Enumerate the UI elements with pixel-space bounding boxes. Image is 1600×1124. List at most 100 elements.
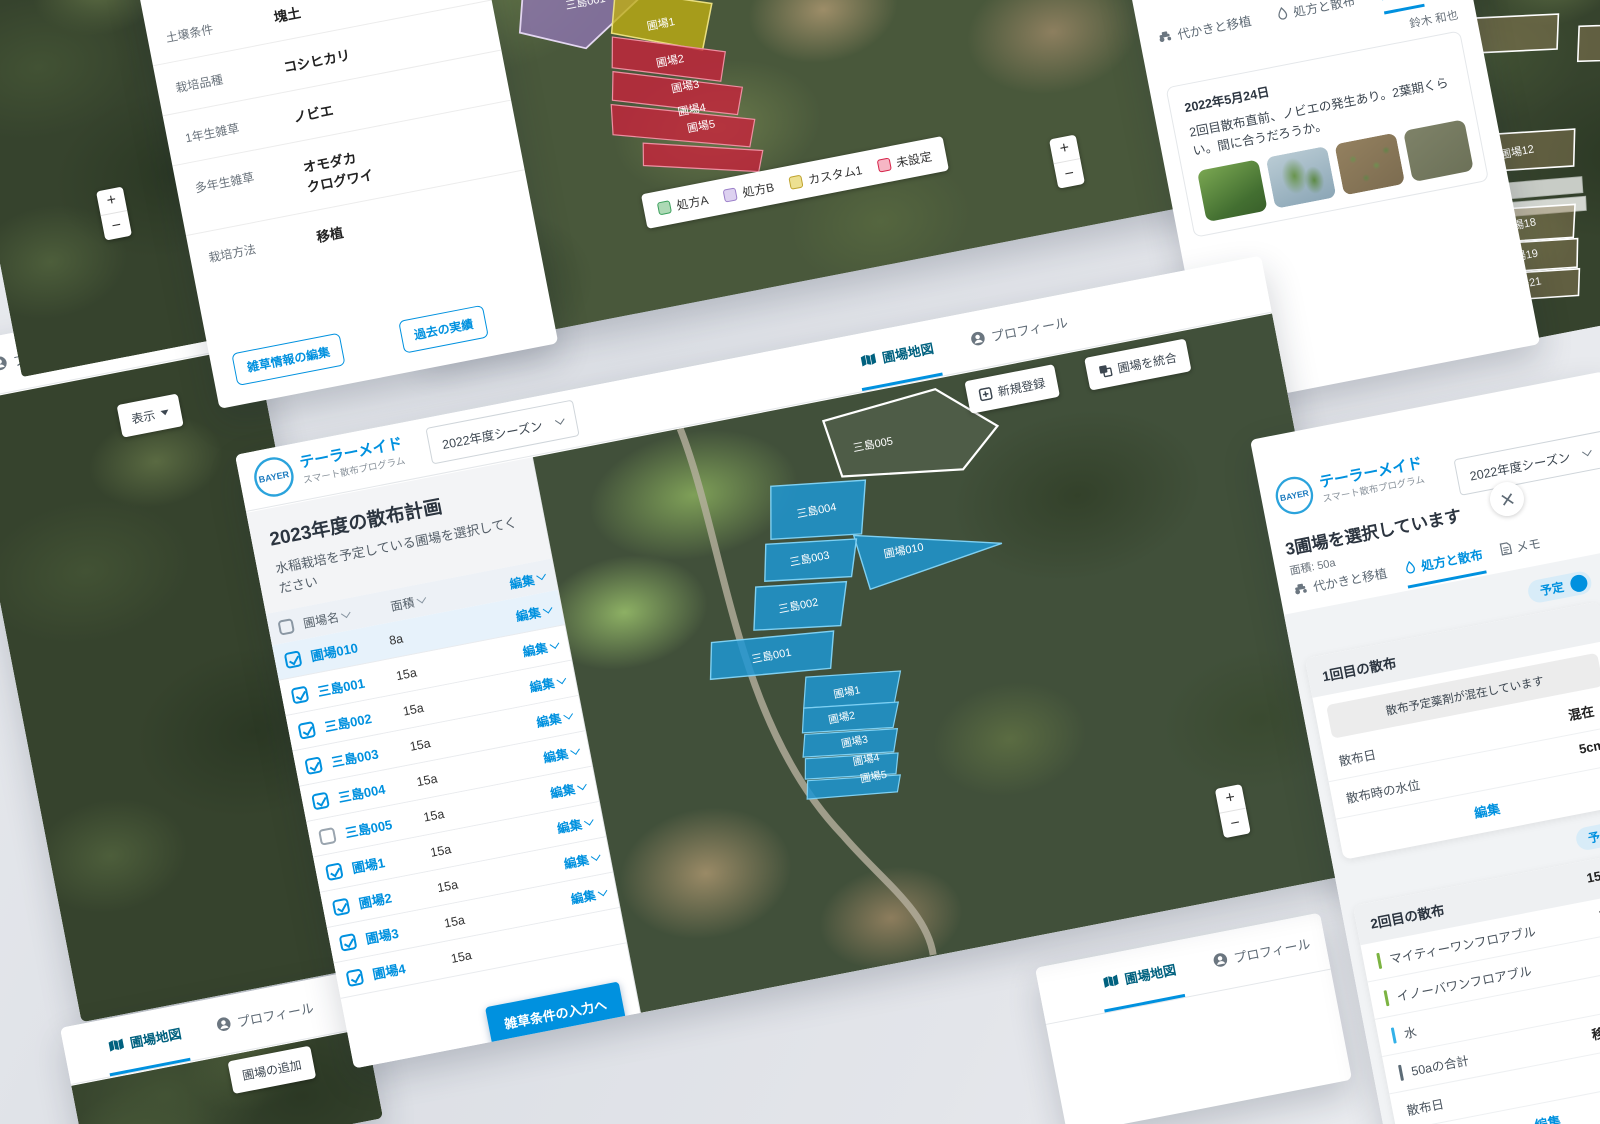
- field-area: 15a: [401, 700, 425, 719]
- legend-label: 処方A: [675, 192, 710, 213]
- map-field-mishima002[interactable]: [746, 570, 854, 642]
- sort-chevron-icon: [416, 593, 427, 604]
- zoom-out-button[interactable]: −: [1228, 813, 1242, 833]
- row-checkbox[interactable]: [311, 791, 330, 811]
- form-label: 多年生雑草: [193, 170, 256, 196]
- row-checkbox[interactable]: [338, 932, 358, 952]
- planned-toggle[interactable]: 予定: [1574, 817, 1600, 852]
- bulk-edit-dropdown[interactable]: 編集: [508, 567, 547, 593]
- map-field-hojo3[interactable]: [799, 717, 902, 769]
- add-field-button[interactable]: 圃場の追加: [227, 1045, 317, 1095]
- past-results-button[interactable]: 過去の実績: [398, 304, 489, 354]
- map-zoom-control: + −: [96, 186, 133, 241]
- photo-thumbnail[interactable]: [1402, 118, 1474, 182]
- map-field-hojo2[interactable]: [798, 690, 903, 744]
- new-field-register-button[interactable]: 新規登録: [964, 364, 1061, 414]
- map-field-hojo2[interactable]: [607, 16, 731, 101]
- tab-field-map[interactable]: 圃場地図: [851, 319, 943, 392]
- weed-info-edit-button[interactable]: 雑草情報の編集: [231, 332, 346, 387]
- tab-profile[interactable]: プロフィール: [1204, 915, 1320, 991]
- tab-plowing-transplant[interactable]: 代かきと移植: [1292, 563, 1391, 611]
- map-field-hojo4[interactable]: [802, 741, 902, 791]
- row-checkbox[interactable]: [304, 756, 324, 775]
- weed-conditions-submit-button[interactable]: 雑草条件の入力へ: [485, 981, 626, 1046]
- close-button[interactable]: [1487, 479, 1527, 519]
- field-label: 圃場1: [646, 15, 676, 33]
- total-label: 50aの合計: [1410, 1053, 1471, 1079]
- row-edit-dropdown[interactable]: 編集: [521, 635, 560, 661]
- form-value: ノビエ: [292, 102, 335, 126]
- row-edit-dropdown[interactable]: 編集: [562, 847, 601, 873]
- tab-memo[interactable]: メモ: [1498, 533, 1544, 570]
- photo-thumbnail[interactable]: [1334, 132, 1406, 195]
- column-area[interactable]: 面積: [389, 591, 427, 614]
- map-field-mishima001[interactable]: [704, 619, 841, 691]
- season-select[interactable]: 2022年度シーズン: [1453, 425, 1600, 496]
- row-checkbox[interactable]: [283, 650, 303, 669]
- form-value: 塊土: [272, 5, 302, 26]
- tab-label: 代かきと移植: [1176, 14, 1253, 43]
- tab-field-map[interactable]: 圃場地図: [99, 1004, 191, 1077]
- row-edit-dropdown[interactable]: 編集: [569, 883, 608, 909]
- row-edit-dropdown[interactable]: 編集: [528, 671, 567, 697]
- map-field-mishima004[interactable]: [761, 468, 875, 551]
- zoom-out-button[interactable]: −: [1063, 164, 1076, 183]
- photo-thumbnail[interactable]: [1196, 158, 1268, 222]
- map-field-mishima005[interactable]: [821, 379, 1004, 494]
- tab-profile[interactable]: プロフィール: [207, 979, 323, 1055]
- row-checkbox[interactable]: [345, 968, 365, 987]
- profile-icon: [971, 331, 985, 345]
- tab-field-map[interactable]: 圃場地図: [1093, 940, 1186, 1013]
- tab-memo[interactable]: メモ: [1378, 0, 1425, 15]
- map-field-mishima003[interactable]: [758, 527, 863, 593]
- prescription-fields-overlay: 三島001 圃場1 圃場2 圃場3 圃場4 圃場5: [518, 0, 764, 173]
- display-dropdown-button[interactable]: 表示: [116, 393, 184, 438]
- map-field-partial[interactable]: [1571, 9, 1600, 77]
- merge-fields-button[interactable]: 圃場を統合: [1084, 338, 1192, 391]
- row-checkbox[interactable]: [324, 862, 344, 881]
- row-checkbox[interactable]: [318, 826, 337, 846]
- memo-card[interactable]: 2022年5月24日 2回目散布直前、ノビエの発生あり。2葉期くらい。間に合うだ…: [1165, 30, 1490, 238]
- tab-label: メモ: [1514, 536, 1542, 556]
- planned-toggle-label: 予定: [1538, 579, 1566, 599]
- window-a-map[interactable]: 三島001 圃場1 圃場2 圃場3 圃場4 圃場5 処方A 処方B カスタム1 …: [340, 0, 1200, 355]
- tractor-icon: [1159, 31, 1172, 43]
- row-edit-dropdown[interactable]: 編集: [535, 706, 574, 732]
- row-edit-dropdown[interactable]: 編集: [542, 741, 581, 767]
- photo-thumbnail[interactable]: [1265, 145, 1337, 209]
- chevron-down-icon: [542, 603, 553, 614]
- legend-item: 処方B: [722, 178, 775, 204]
- tab-label: 処方と散布: [1292, 0, 1357, 20]
- row-edit-dropdown[interactable]: 編集: [514, 600, 553, 626]
- map-field-hojo4[interactable]: [607, 78, 759, 172]
- tab-field-map-label: 圃場地図: [1123, 961, 1178, 987]
- row-checkbox[interactable]: [297, 720, 317, 740]
- map-icon: [860, 352, 877, 366]
- chevron-down-icon: [590, 850, 601, 861]
- row-checkbox[interactable]: [331, 897, 351, 917]
- tab-profile[interactable]: プロフィール: [0, 318, 99, 394]
- field-label: 圃場2: [655, 52, 685, 70]
- row-edit-dropdown[interactable]: 編集: [555, 812, 594, 838]
- tab-label: メモ: [1394, 0, 1422, 1]
- legend-swatch-purple: [722, 187, 738, 203]
- planned-toggle[interactable]: 予定: [1526, 569, 1594, 605]
- field-label: 圃場1: [832, 683, 861, 701]
- map-field-hojo5[interactable]: [804, 763, 904, 809]
- map-field-hojo3[interactable]: [607, 48, 747, 138]
- window-tab-bar: 圃場地図 プロフィール: [60, 970, 366, 1085]
- tab-prescription-spray[interactable]: 処方と散布: [1275, 0, 1359, 35]
- detail-tabs: 代かきと移植 処方と散布 メモ: [1291, 529, 1544, 610]
- sort-chevron-icon: [340, 608, 351, 619]
- row-checkbox[interactable]: [290, 685, 310, 705]
- select-all-checkbox[interactable]: [277, 617, 295, 636]
- satellite-map[interactable]: 三島005 三島004 圃場010 三島003 三島002 三島001 圃場1 …: [532, 313, 1381, 1013]
- tab-plowing-transplant[interactable]: 代かきと移植: [1156, 10, 1255, 58]
- tab-prescription-spray[interactable]: 処方と散布: [1402, 543, 1487, 589]
- field-label: 圃場2: [827, 709, 856, 727]
- zoom-out-button[interactable]: −: [110, 216, 123, 235]
- column-name[interactable]: 圃場名: [302, 606, 351, 632]
- map-field-hojo010[interactable]: [852, 508, 1006, 591]
- row-edit-dropdown[interactable]: 編集: [548, 777, 587, 803]
- tab-profile[interactable]: プロフィール: [961, 293, 1077, 369]
